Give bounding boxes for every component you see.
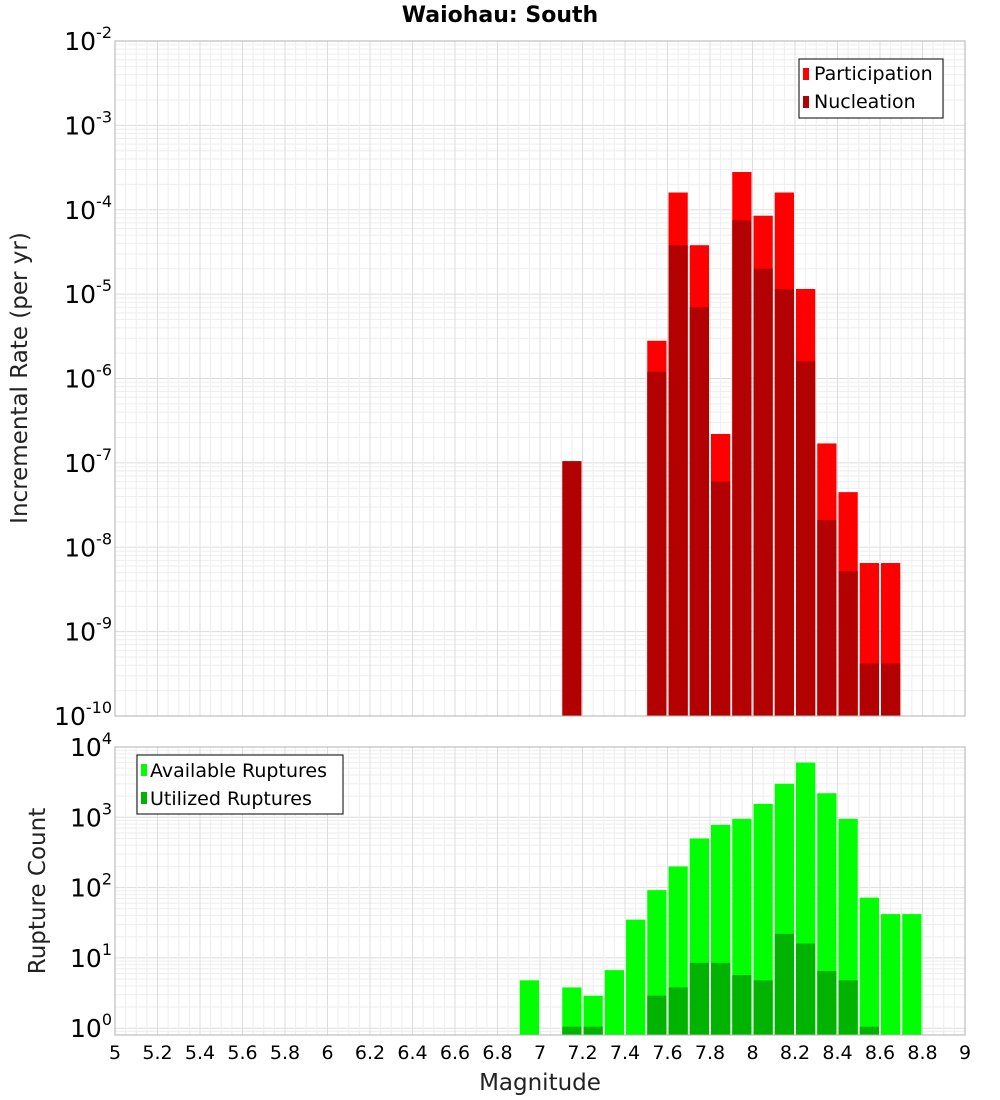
bar-nucleation — [838, 571, 858, 716]
y-tick-label: 10-9 — [64, 614, 112, 647]
x-tick-label: 5.8 — [270, 1042, 300, 1064]
bar-nucleation — [711, 481, 731, 716]
bar-available-ruptures — [881, 914, 901, 1035]
bar-utilized-ruptures — [689, 962, 709, 1035]
bar-utilized-ruptures — [668, 987, 688, 1035]
y-tick-label: 10-3 — [64, 107, 112, 140]
x-tick-label: 6.6 — [440, 1042, 470, 1064]
bar-utilized-ruptures — [774, 933, 794, 1035]
bar-available-ruptures — [604, 970, 624, 1035]
x-tick-label: 6.8 — [482, 1042, 512, 1064]
y-tick-label: 10-10 — [54, 698, 112, 731]
x-tick-label: 7.4 — [610, 1042, 640, 1064]
x-tick-label: 8.6 — [865, 1042, 895, 1064]
bottom-legend: Available Ruptures Utilized Ruptures — [136, 754, 344, 815]
x-tick-label: 8.8 — [907, 1042, 937, 1064]
top-plot-grid — [114, 40, 966, 717]
top-legend-box — [798, 58, 944, 119]
x-tick-label: 8.4 — [822, 1042, 852, 1064]
bar-available-ruptures — [519, 980, 539, 1035]
y-tick-label: 10-6 — [64, 361, 112, 394]
x-tick-label: 7.6 — [652, 1042, 682, 1064]
legend-label-nucleation: Nucleation — [814, 91, 916, 113]
bar-available-ruptures — [583, 995, 603, 1035]
bar-utilized-ruptures — [817, 971, 837, 1035]
top-legend: Participation Nucleation — [798, 58, 944, 119]
bar-utilized-ruptures — [838, 980, 858, 1035]
x-axis-title: Magnitude — [479, 1070, 601, 1096]
y-tick-label: 100 — [70, 1010, 112, 1043]
bar-available-ruptures — [902, 914, 922, 1035]
bar-utilized-ruptures — [753, 980, 773, 1035]
bar-utilized-ruptures — [732, 975, 752, 1035]
bar-nucleation — [732, 220, 752, 717]
legend-swatch-utilized — [141, 792, 147, 804]
bar-utilized-ruptures — [647, 995, 667, 1035]
legend-swatch-nucleation — [803, 96, 809, 108]
x-tick-label: 5.6 — [227, 1042, 257, 1064]
legend-label-participation: Participation — [814, 63, 933, 85]
bar-available-ruptures — [626, 919, 646, 1035]
y-tick-label: 10-2 — [64, 23, 112, 56]
top-plot-frame — [114, 40, 966, 717]
bar-nucleation — [796, 361, 816, 716]
x-tick-label: 6 — [321, 1042, 333, 1064]
y-tick-label: 101 — [70, 940, 112, 973]
bar-nucleation — [647, 371, 667, 716]
x-tick-label: 9 — [959, 1042, 971, 1064]
x-tick-label: 8 — [746, 1042, 758, 1064]
legend-label-utilized: Utilized Ruptures — [150, 788, 312, 810]
x-tick-label: 6.2 — [355, 1042, 385, 1064]
x-tick-label: 6.4 — [397, 1042, 427, 1064]
y-tick-label: 103 — [70, 799, 112, 832]
bar-utilized-ruptures — [583, 1026, 603, 1035]
bar-nucleation — [753, 268, 773, 716]
bar-available-ruptures — [753, 803, 773, 1035]
bar-nucleation — [881, 663, 901, 716]
y-tick-label: 10-8 — [64, 529, 112, 562]
bottom-plot-bars — [519, 762, 922, 1035]
y-tick-label: 10-7 — [64, 445, 112, 478]
top-y-tick-labels: 10-10 10-9 10-8 10-7 10-6 10-5 10-4 10-3 10-2 — [54, 23, 112, 731]
bottom-plot-frame — [114, 746, 966, 1036]
y-tick-label: 10-4 — [64, 192, 112, 225]
bar-available-ruptures — [859, 897, 879, 1035]
x-tick-label: 5.2 — [142, 1042, 172, 1064]
legend-swatch-participation — [803, 68, 809, 80]
bottom-legend-box — [136, 754, 344, 815]
bottom-y-axis-title: Rupture Count — [25, 808, 51, 974]
bottom-y-tick-labels: 100 101 102 103 104 — [70, 729, 112, 1043]
y-tick-label: 104 — [70, 729, 112, 762]
bar-utilized-ruptures — [859, 1026, 879, 1035]
chart-title: Waiohau: South — [402, 3, 598, 28]
x-tick-label: 5 — [109, 1042, 121, 1064]
bottom-x-tick-labels: 5 5.2 5.4 5.6 5.8 6 6.2 6.4 6.6 6.8 7 7.2 7.4 7.6 7.8 8… — [109, 1042, 971, 1064]
bar-utilized-ruptures — [562, 1026, 582, 1035]
legend-swatch-available — [141, 764, 147, 776]
bar-nucleation — [689, 307, 709, 716]
bar-nucleation — [562, 461, 582, 716]
y-tick-label: 10-5 — [64, 276, 112, 309]
bar-available-ruptures — [562, 987, 582, 1035]
legend-label-available: Available Ruptures — [150, 760, 327, 782]
x-tick-label: 7.8 — [695, 1042, 725, 1064]
y-tick-label: 102 — [70, 870, 112, 903]
top-plot-bars — [562, 172, 901, 717]
bar-nucleation — [774, 289, 794, 716]
top-y-axis-title: Incremental Rate (per yr) — [7, 232, 33, 524]
bar-nucleation — [817, 520, 837, 716]
bar-utilized-ruptures — [796, 943, 816, 1035]
bar-nucleation — [668, 245, 688, 717]
x-tick-label: 5.4 — [185, 1042, 215, 1064]
bar-nucleation — [859, 663, 879, 716]
bar-utilized-ruptures — [711, 962, 731, 1035]
x-tick-label: 7 — [534, 1042, 546, 1064]
x-tick-label: 7.2 — [567, 1042, 597, 1064]
x-tick-label: 8.2 — [780, 1042, 810, 1064]
